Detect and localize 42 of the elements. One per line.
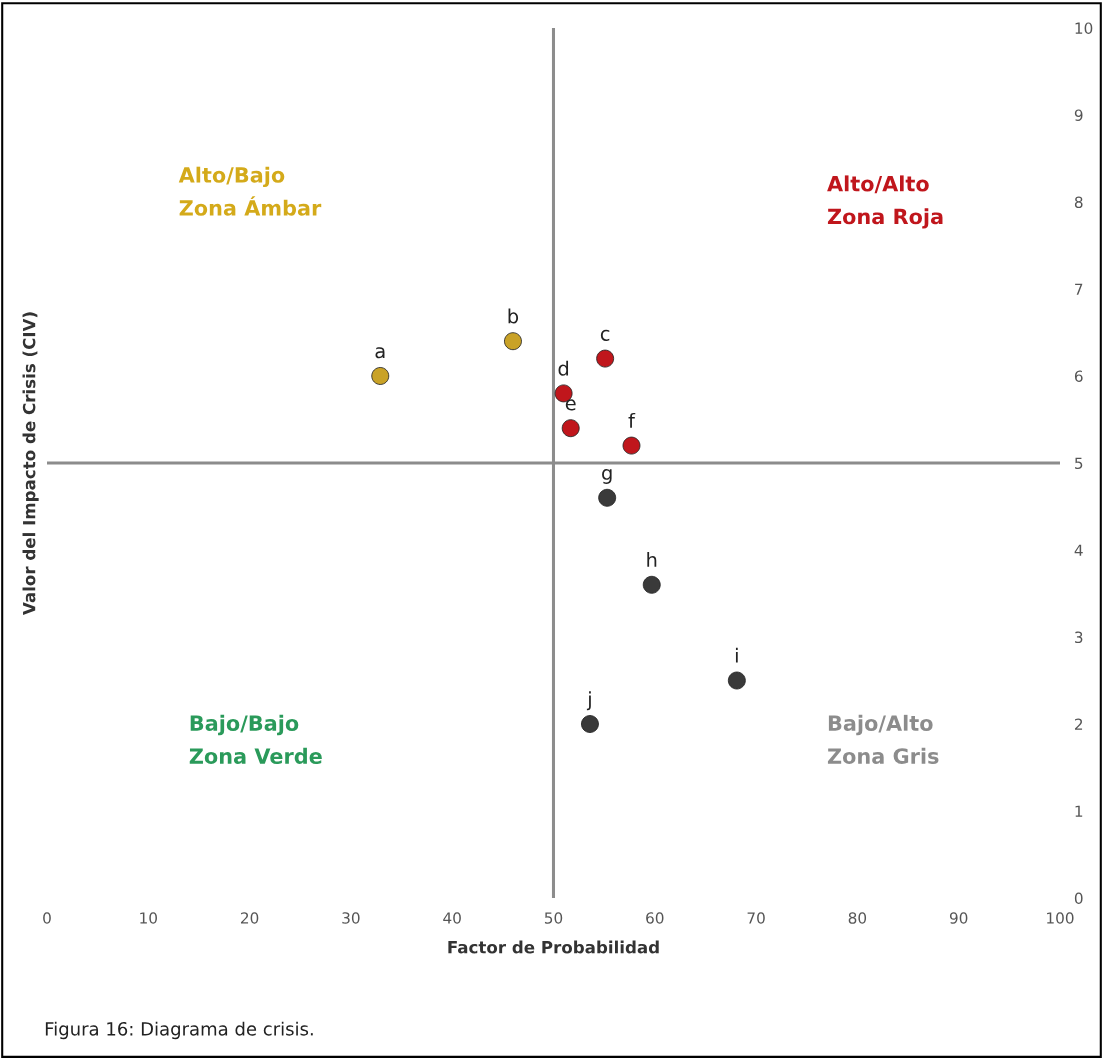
y-tick-label: 8 — [1074, 196, 1083, 208]
annotation: f — [628, 412, 636, 428]
y-tick-label: 5 — [1075, 457, 1083, 470]
y-tick-label: 10 — [1075, 22, 1093, 34]
annotation: b — [508, 308, 519, 324]
annotation: Bajo/Alto Zona Gris — [827, 714, 939, 764]
y-tick-label: 6 — [1074, 370, 1083, 383]
annotation: Bajo/Bajo Zona Verde — [189, 714, 322, 764]
x-axis-title: Factor de Probabilidad — [448, 940, 659, 954]
x-tick-label: 50 — [544, 912, 563, 924]
x-tick-label: 40 — [443, 912, 461, 924]
x-tick-label: 20 — [240, 912, 259, 924]
x-tick-label: 0 — [43, 912, 51, 924]
text: Figura 16: Diagrama de crisis. — [45, 1021, 313, 1040]
x-tick-label: 90 — [949, 912, 968, 924]
y-tick-label: 3 — [1075, 631, 1083, 644]
annotation: j — [586, 691, 591, 711]
annotation: Alto/Bajo Zona Ámbar — [178, 166, 322, 216]
point — [596, 349, 615, 368]
annotation: c — [600, 329, 610, 341]
point — [622, 436, 641, 455]
y-tick-label: 0 — [1074, 892, 1083, 905]
y-tick-label: 4 — [1074, 544, 1083, 556]
x-tick-label: 70 — [747, 912, 765, 924]
x-tick-label: 10 — [140, 912, 157, 924]
annotation: g — [602, 468, 612, 484]
y-tick-label: 7 — [1075, 283, 1083, 295]
y-tick-label: 2 — [1074, 718, 1083, 730]
x-tick-label: 80 — [848, 912, 867, 924]
x-tick-label: 60 — [646, 912, 664, 924]
point — [727, 671, 746, 690]
annotation: a — [375, 347, 385, 359]
x-tick-label: 100 — [1047, 912, 1074, 924]
y-axis-title: Valor del Impacto de Crisis (CIV) — [22, 312, 39, 615]
annotation: d — [558, 360, 569, 376]
y-tick-label: 9 — [1074, 109, 1083, 121]
x-tick-label: 30 — [342, 912, 360, 924]
annotation: e — [565, 399, 576, 411]
annotation: Alto/Alto Zona Roja — [827, 175, 943, 229]
annotation: i — [735, 647, 738, 663]
y-tick-label: 1 — [1075, 805, 1083, 817]
annotation: h — [647, 552, 657, 567]
